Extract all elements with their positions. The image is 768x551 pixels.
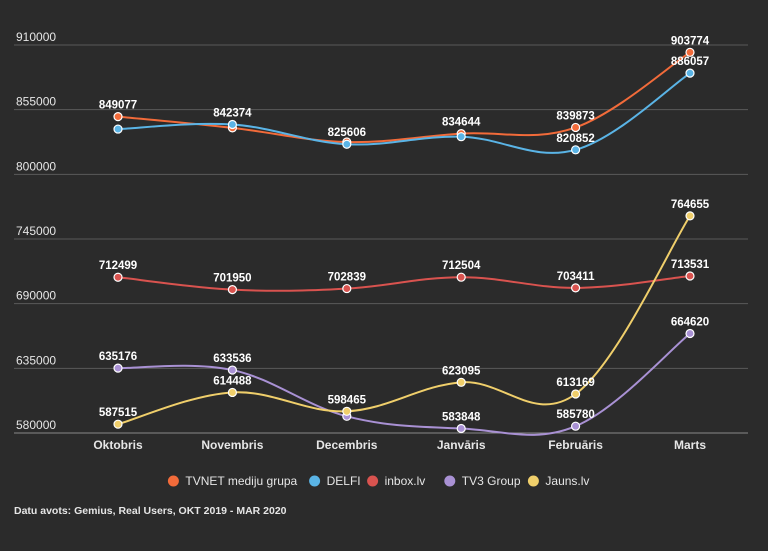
- data-point: [570, 389, 581, 399]
- x-tick-label: Novembris: [201, 438, 263, 452]
- series-line: [117, 72, 691, 154]
- data-label: 849077: [99, 100, 137, 112]
- legend-label: DELFI: [327, 474, 361, 488]
- y-tick-label: 800000: [16, 159, 56, 173]
- x-tick-label: Janvāris: [437, 438, 486, 452]
- legend-marker: [527, 475, 539, 487]
- data-point: [456, 377, 466, 387]
- legend-label: TV3 Group: [462, 474, 521, 488]
- data-label: 820852: [556, 133, 594, 145]
- data-label: 834644: [442, 117, 481, 129]
- data-point: [570, 122, 581, 133]
- data-label: 886057: [671, 56, 709, 68]
- data-label: 825606: [328, 127, 366, 139]
- data-point: [113, 112, 123, 122]
- legend-marker: [367, 475, 379, 487]
- data-label: 614488: [213, 375, 252, 387]
- data-point: [113, 419, 123, 429]
- y-tick-label: 855000: [16, 95, 56, 109]
- legend-label: inbox.lv: [385, 474, 426, 488]
- data-label: 613169: [556, 377, 594, 389]
- series-line: [117, 51, 691, 144]
- data-label: 702839: [328, 272, 366, 284]
- y-tick-label: 635000: [16, 353, 56, 367]
- data-point: [685, 211, 695, 221]
- data-label: 903774: [671, 35, 710, 47]
- data-point: [113, 363, 123, 373]
- y-tick-label: 745000: [16, 224, 56, 238]
- data-point: [227, 387, 237, 398]
- source-note: Datu avots: Gemius, Real Users, OKT 2019…: [14, 505, 287, 517]
- y-tick-label: 690000: [16, 289, 56, 303]
- x-tick-label: Decembris: [316, 438, 378, 452]
- data-point: [685, 47, 695, 57]
- data-point: [227, 285, 237, 295]
- x-tick-label: Marts: [674, 438, 706, 452]
- data-label: 587515: [99, 407, 138, 419]
- data-point: [456, 423, 466, 434]
- data-label: 713531: [671, 259, 710, 271]
- data-point: [570, 283, 581, 293]
- data-label: 703411: [557, 271, 595, 283]
- data-point: [342, 139, 352, 149]
- series-line: [117, 275, 691, 292]
- data-label: 839873: [556, 110, 594, 122]
- data-label: 701950: [213, 273, 251, 285]
- data-label: 583848: [442, 411, 481, 423]
- data-label: 842374: [213, 108, 252, 120]
- data-point: [570, 421, 581, 431]
- data-point: [685, 271, 695, 281]
- y-tick-label: 580000: [16, 418, 56, 432]
- data-point: [685, 328, 695, 339]
- data-point: [456, 272, 466, 282]
- series-line: [117, 215, 691, 426]
- data-label: 712504: [442, 260, 481, 272]
- data-point: [227, 119, 237, 130]
- data-label: 664620: [671, 317, 709, 329]
- data-label: 598465: [328, 394, 367, 406]
- data-label: 764655: [671, 199, 710, 211]
- legend-marker: [309, 475, 321, 487]
- legend-marker: [167, 475, 179, 487]
- data-label: 633536: [213, 353, 251, 365]
- data-point: [342, 283, 352, 294]
- data-point: [113, 124, 123, 134]
- data-point: [113, 272, 123, 282]
- data-label: 635176: [99, 351, 137, 363]
- data-point: [342, 406, 352, 416]
- y-tick-label: 910000: [16, 30, 56, 44]
- legend-marker: [444, 475, 456, 487]
- legend-label: TVNET mediju grupa: [185, 474, 297, 488]
- legend-label: Jauns.lv: [545, 474, 589, 488]
- data-label: 712499: [99, 260, 137, 272]
- data-label: 585780: [556, 409, 594, 421]
- data-point: [456, 132, 466, 142]
- data-point: [685, 68, 695, 78]
- data-point: [227, 365, 237, 375]
- series-line: [117, 332, 691, 436]
- x-tick-label: Februāris: [548, 438, 603, 452]
- data-label: 623095: [442, 365, 481, 377]
- x-tick-label: Oktobris: [93, 438, 143, 452]
- data-point: [570, 145, 581, 155]
